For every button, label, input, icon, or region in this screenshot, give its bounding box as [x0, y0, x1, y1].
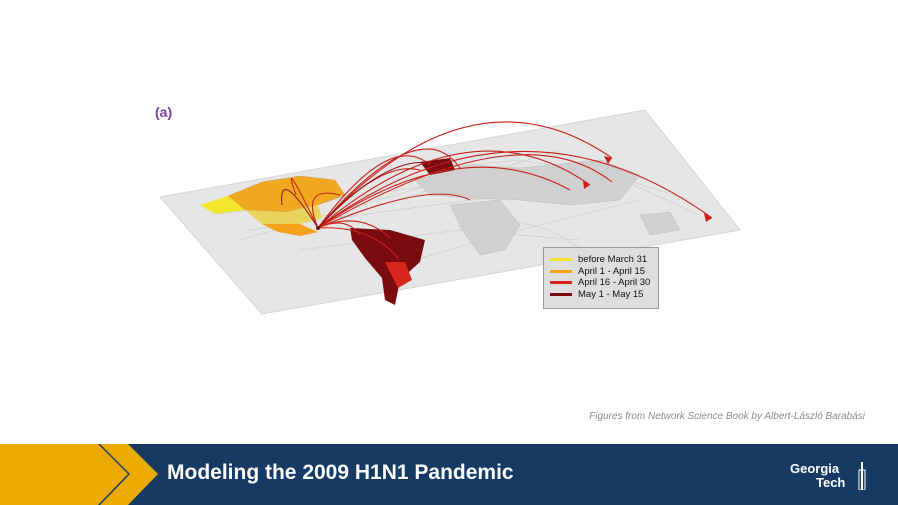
origin-point [316, 226, 320, 230]
panel-label: (a) [155, 104, 173, 120]
legend-label: before March 31 [578, 254, 648, 266]
legend-label: April 1 - April 15 [578, 265, 646, 277]
slide-title: Modeling the 2009 H1N1 Pandemic [167, 461, 514, 484]
argentina-region [385, 262, 412, 288]
legend-swatch-darkred [550, 292, 572, 296]
legend-item: before March 31 [550, 254, 654, 266]
legend-item: April 16 - April 30 [550, 277, 654, 289]
legend-label: May 1 - May 15 [578, 288, 644, 300]
tech-tower-icon [858, 462, 866, 490]
legend-swatch-orange [550, 269, 572, 273]
legend-label: April 16 - April 30 [578, 277, 651, 289]
logo-text-tech: Tech [816, 475, 846, 490]
continents [414, 159, 681, 256]
footer-chevron-graphic [0, 444, 158, 505]
legend-swatch-red [550, 281, 572, 285]
arrow-heads [583, 156, 712, 222]
usa-region [245, 205, 322, 224]
legend-item: May 1 - May 15 [550, 289, 654, 301]
mexico-region [262, 224, 318, 236]
alaska-region [200, 196, 245, 214]
spread-arcs-dark [281, 161, 451, 229]
georgia-tech-logo: Georgia Tech [780, 458, 870, 494]
legend-item: April 1 - April 15 [550, 266, 654, 278]
spread-arcs [290, 121, 713, 259]
figure-caption: Figures from Network Science Book by Alb… [589, 411, 865, 422]
legend-swatch-yellow [550, 258, 572, 262]
world-map-figure [150, 100, 750, 320]
footer-banner: Modeling the 2009 H1N1 Pandemic Georgia … [0, 444, 898, 505]
logo-text-georgia: Georgia [790, 461, 840, 476]
legend: before March 31 April 1 - April 15 April… [543, 247, 659, 309]
